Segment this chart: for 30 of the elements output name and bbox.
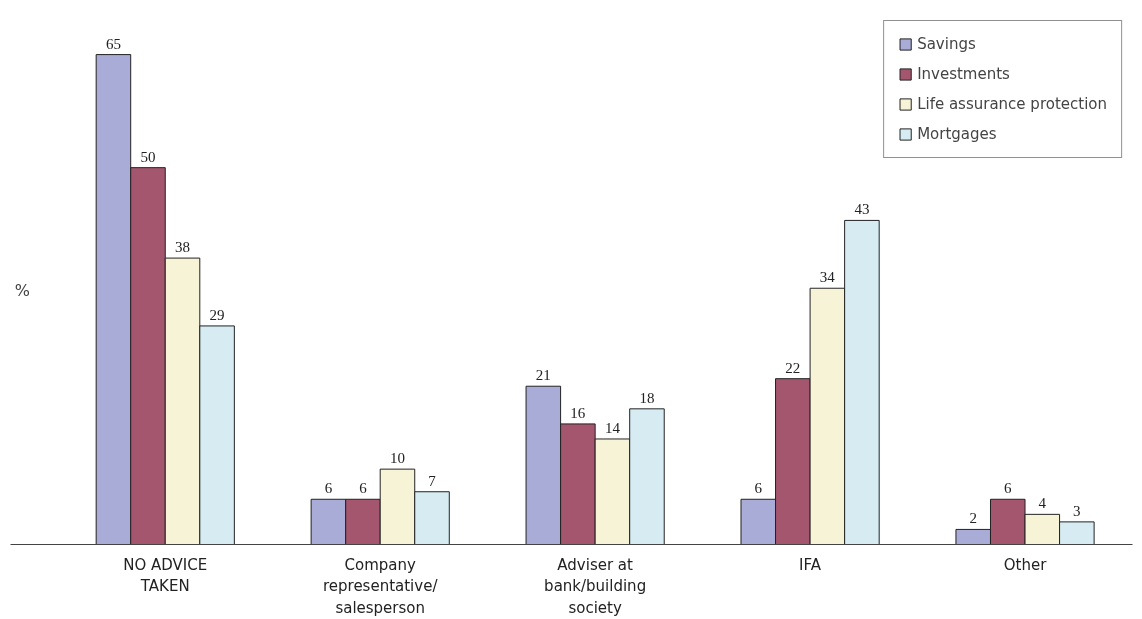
- data-label: 29: [209, 306, 225, 323]
- data-label: 14: [604, 419, 621, 436]
- data-label: 34: [819, 269, 836, 286]
- data-label: 10: [389, 450, 405, 467]
- legend-label: Life assurance protection: [917, 95, 1107, 113]
- x-tick-label: Other: [1003, 555, 1048, 574]
- x-tick-label: Company representative/ salesperson: [322, 555, 439, 617]
- data-label: 6: [324, 480, 333, 497]
- data-label: 38: [175, 239, 191, 256]
- data-label: 6: [754, 480, 763, 497]
- data-label: 43: [854, 201, 870, 218]
- data-label: 7: [428, 472, 437, 489]
- data-label: 21: [535, 367, 551, 384]
- legend-label: Savings: [917, 35, 976, 53]
- y-axis-title: %: [14, 280, 30, 300]
- data-label: 18: [639, 389, 655, 406]
- x-tick-label: NO ADVICE TAKEN: [123, 555, 208, 596]
- data-label: 65: [105, 35, 121, 52]
- x-tick-label: IFA: [799, 555, 822, 574]
- data-label: 50: [140, 148, 156, 165]
- x-tick-label: Adviser at bank/building society: [544, 555, 647, 617]
- data-label: 4: [1038, 495, 1047, 512]
- legend-label: Mortgages: [917, 125, 997, 143]
- legend-label: Investments: [917, 65, 1010, 83]
- data-label: 3: [1073, 502, 1081, 519]
- data-label: 6: [359, 480, 368, 497]
- data-label: 2: [969, 510, 977, 527]
- data-label: 22: [785, 359, 801, 376]
- data-label: 16: [570, 404, 586, 421]
- data-label: 6: [1004, 480, 1013, 497]
